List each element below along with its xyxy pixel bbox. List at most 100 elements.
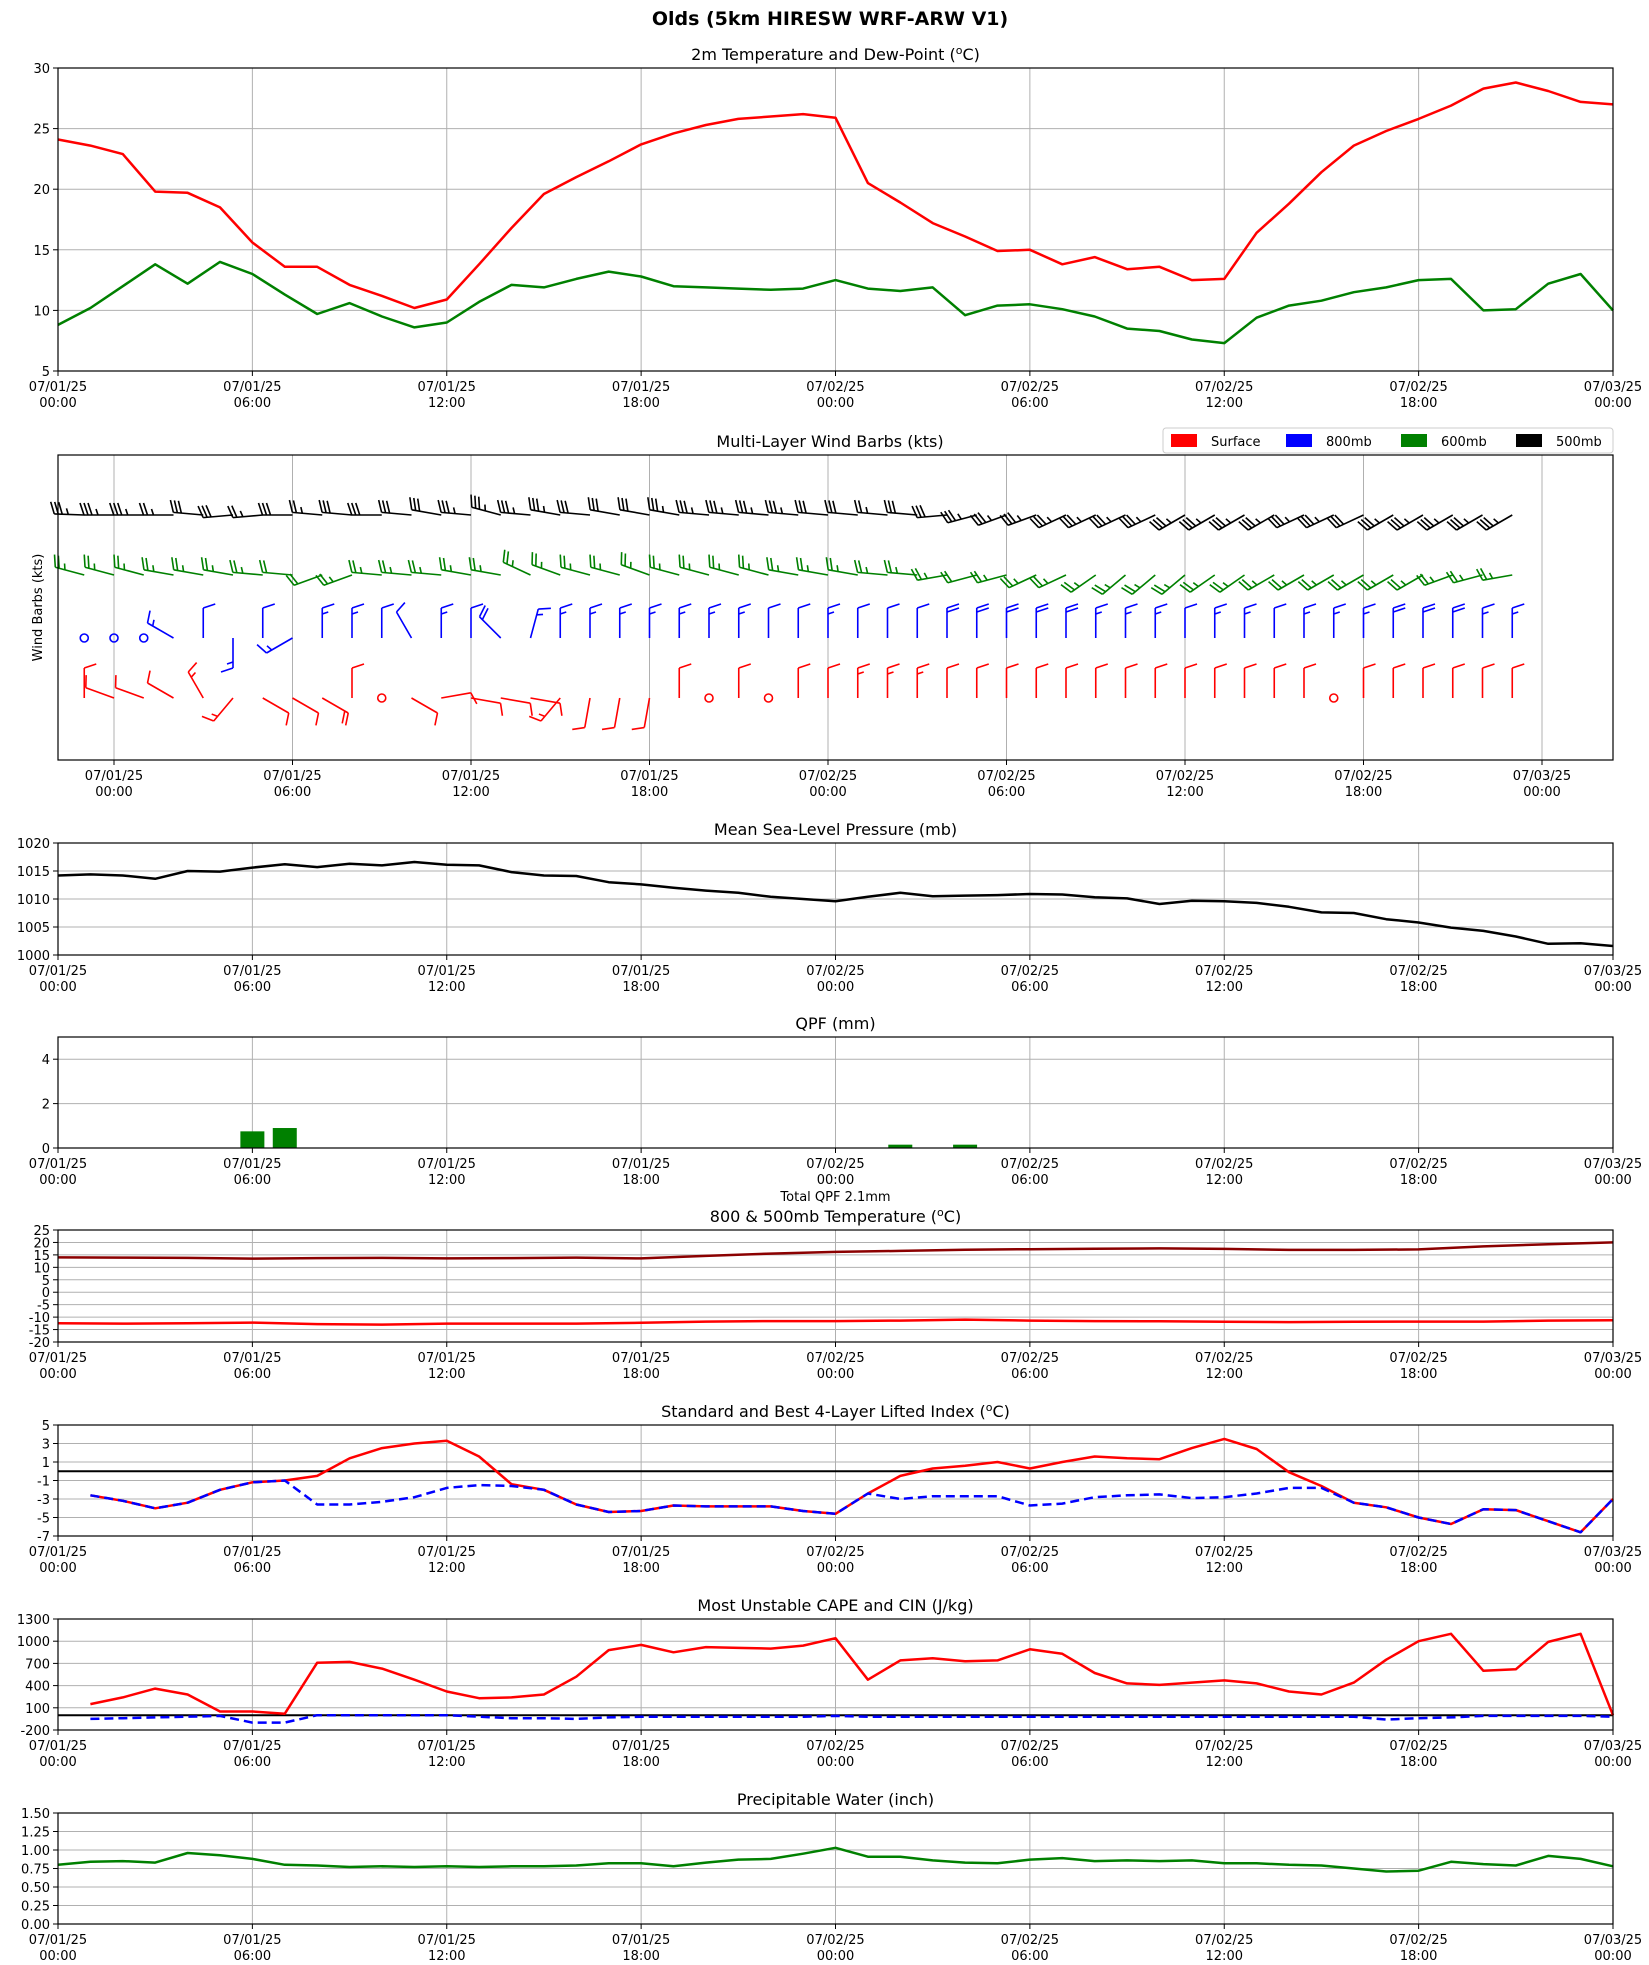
panel-title: 2m Temperature and Dew-Point (oC) [691, 44, 980, 65]
wind-barb-staff [768, 569, 799, 576]
wind-barb-feather [116, 502, 123, 516]
wind-barb-feather [1390, 519, 1402, 529]
wind-barb-staff [147, 682, 174, 699]
wind-barb-staff [441, 511, 472, 516]
x-tick-label-time: 06:00 [234, 1173, 271, 1188]
y-tick-label: 25 [33, 123, 50, 138]
x-tick-label-date: 07/02/25 [1195, 1739, 1253, 1754]
wind-barb-feather [916, 603, 930, 609]
wind-barb-feather [679, 500, 684, 513]
wind-barb-feather [794, 499, 799, 513]
wind-barb-feather [946, 603, 960, 609]
wind-barb-feather [1476, 521, 1487, 531]
wind-barb-half-feather [1244, 611, 1251, 615]
plot-frame [57, 1229, 1614, 1343]
x-tick-label-time: 18:00 [622, 1367, 659, 1382]
wind-barb-feather [973, 513, 983, 525]
wind-barb-feather [1006, 607, 1019, 613]
x-tick-label-date: 07/01/25 [442, 769, 500, 784]
panel-title: QPF (mm) [795, 1014, 875, 1033]
calm-wind-circle [109, 633, 119, 643]
wind-barb-feather [407, 559, 413, 573]
wind-barb-feather [502, 549, 506, 563]
x-tick-label-date: 07/01/25 [85, 769, 143, 784]
wind-barb-feather [1416, 574, 1426, 586]
y-tick-label: 2 [42, 1098, 50, 1113]
wind-barb-feather [229, 559, 234, 573]
wind-barb-feather [315, 574, 325, 586]
wind-barb-half-feather [750, 507, 754, 514]
wind-barb-half-feather [419, 566, 423, 574]
x-tick-label-time: 18:00 [1400, 1367, 1437, 1382]
wind-barb-feather [289, 573, 299, 585]
wind-barb-feather [233, 560, 238, 573]
y-tick-label: 1.50 [21, 1807, 50, 1822]
wind-barb-staff [500, 511, 531, 516]
wind-barb-feather [1214, 603, 1228, 609]
wind-barb-half-feather [389, 566, 393, 574]
x-tick-label-date: 07/02/25 [1001, 1739, 1059, 1754]
legend-swatch-blue [1286, 434, 1312, 447]
wind-barb-half-feather [1135, 516, 1142, 523]
wind-barb-staff [502, 561, 531, 576]
x-tick-label-time: 12:00 [1206, 1561, 1243, 1576]
wind-barb-feather [1208, 521, 1220, 531]
qpf-bar [272, 1128, 297, 1148]
series-line-red [57, 81, 1614, 310]
wind-barb-feather [829, 557, 833, 571]
wind-barb-feather [1364, 517, 1375, 527]
wind-barb-half-feather [479, 565, 482, 572]
wind-barb-feather [1363, 663, 1376, 669]
wind-barb-feather [200, 557, 205, 570]
y-tick-label: 0.00 [21, 1918, 50, 1933]
y-tick-label: 1020 [17, 837, 50, 852]
wind-barb-feather [346, 502, 353, 516]
wind-barb-feather [1063, 581, 1075, 591]
calm-wind-circle [79, 633, 90, 643]
y-tick-label: 5 [42, 1274, 50, 1289]
wind-barb-feather [437, 499, 442, 513]
wind-barb-feather [1297, 517, 1308, 529]
wind-barb-feather [1303, 663, 1317, 669]
wind-barb-staff [441, 692, 471, 699]
wind-barb-feather [625, 498, 629, 512]
wind-barb-feather [1036, 514, 1047, 525]
wind-barb-staff [84, 566, 115, 576]
x-tick-label-time: 00:00 [817, 1367, 854, 1382]
x-tick-label-date: 07/03/25 [1584, 1157, 1642, 1172]
wind-barb-staff [323, 574, 353, 587]
panel-title-text: Standard and Best 4-Layer Lifted Index ( [661, 1402, 986, 1421]
wind-barb-feather [529, 703, 533, 716]
wind-barb-feather [1363, 603, 1376, 609]
x-tick-label-date: 07/02/25 [1001, 380, 1059, 395]
wind-barb-feather [411, 560, 417, 573]
wind-barb-feather [832, 500, 837, 514]
wind-barb-feather [318, 499, 323, 513]
x-tick-label-time: 06:00 [274, 785, 311, 800]
x-tick-label-time: 12:00 [452, 785, 489, 800]
wind-barb-feather [738, 603, 752, 609]
wind-barb-feather [202, 603, 216, 609]
wind-barb-feather [713, 500, 718, 514]
wind-barb-staff [1276, 514, 1305, 529]
wind-barb-half-feather [1134, 583, 1141, 589]
wind-barb-staff [1097, 514, 1126, 529]
x-tick-label-time: 12:00 [428, 1755, 465, 1770]
wind-barb-staff [471, 506, 501, 516]
wind-barb-feather [1125, 663, 1138, 669]
wind-barb-staff [828, 569, 858, 576]
x-tick-label-date: 07/01/25 [620, 769, 678, 784]
wind-barb-feather [572, 726, 585, 731]
wind-barb-feather [1483, 517, 1494, 527]
wind-barb-feather [87, 502, 93, 516]
wind-barb-feather [1303, 603, 1317, 609]
x-tick-label-date: 07/01/25 [223, 1351, 281, 1366]
x-tick-label-date: 07/01/25 [612, 1545, 670, 1560]
wind-barb-feather [321, 603, 335, 609]
wind-barb-feather [531, 497, 536, 511]
x-tick-label-date: 07/02/25 [1389, 380, 1447, 395]
wind-barb-half-feather [1104, 583, 1111, 589]
wind-barb-staff [738, 511, 769, 516]
wind-barb-half-feather [1314, 516, 1320, 523]
y-tick-label: 20 [33, 183, 50, 198]
